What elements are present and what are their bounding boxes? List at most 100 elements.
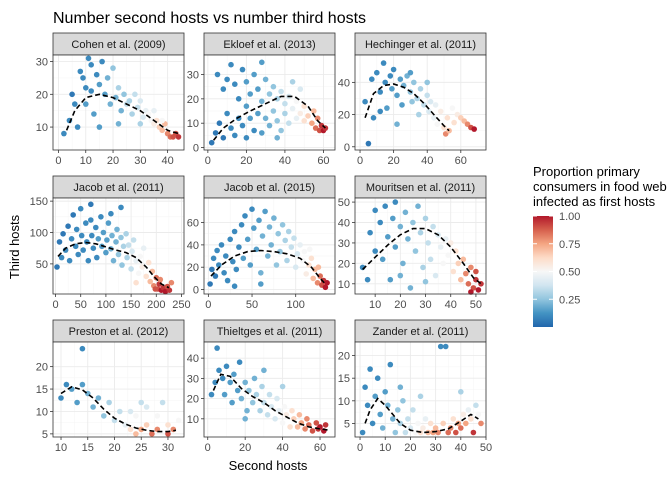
data-point <box>151 107 157 114</box>
data-point <box>422 278 429 285</box>
y-tick-label: 10 <box>338 396 350 408</box>
data-point <box>364 276 371 283</box>
y-tick-label: 20 <box>338 110 350 122</box>
data-point <box>170 426 177 433</box>
y-tick-label: 0 <box>193 143 199 155</box>
data-point <box>132 91 138 98</box>
data-point <box>445 429 452 436</box>
data-point <box>114 226 120 233</box>
panel-jacob-et-al-2015: Jacob et al. (2015) 0 50 100 0 20 40 60 <box>187 175 336 311</box>
data-point <box>244 407 250 414</box>
data-point <box>394 92 400 99</box>
x-tick-label: 10 <box>80 155 92 167</box>
y-tick-label: 20 <box>36 89 48 101</box>
points-hechinger-et-al-2011 <box>362 60 478 147</box>
y-tick-label: 10 <box>36 122 48 134</box>
data-point <box>389 86 395 92</box>
data-point <box>392 199 399 205</box>
data-point <box>272 416 278 422</box>
legend-tick-label: 0.50 <box>559 267 580 279</box>
x-tick-label: 0 <box>357 442 363 454</box>
legend-colorbar <box>533 216 553 327</box>
data-point <box>387 276 394 283</box>
data-point <box>385 234 391 240</box>
data-point <box>450 268 457 275</box>
y-tick-label: 0 <box>344 142 350 154</box>
data-point <box>301 248 308 255</box>
data-point <box>133 257 139 264</box>
data-point <box>262 115 269 122</box>
data-point <box>69 91 75 98</box>
data-point <box>232 81 238 87</box>
data-point <box>90 404 96 410</box>
data-point <box>140 114 146 120</box>
data-point <box>93 71 100 78</box>
data-point <box>224 277 231 284</box>
data-point <box>210 255 217 262</box>
data-point <box>390 215 396 222</box>
data-point <box>96 124 103 130</box>
data-point <box>451 119 457 126</box>
data-point <box>244 236 251 243</box>
data-point <box>377 411 384 418</box>
data-point <box>432 425 439 431</box>
y-tick-label: 20 <box>187 394 199 406</box>
x-tick-label: 100 <box>97 299 115 311</box>
x-tick-label: 0 <box>205 442 211 454</box>
data-point <box>400 260 406 267</box>
data-point <box>317 273 324 279</box>
data-point <box>108 210 114 217</box>
data-point <box>266 391 273 398</box>
data-point <box>89 232 95 239</box>
data-point <box>470 429 477 436</box>
data-point <box>297 110 304 117</box>
x-tick-label: 0 <box>205 299 211 311</box>
data-point <box>138 426 144 433</box>
data-point <box>236 359 243 366</box>
data-point <box>417 393 424 400</box>
data-point <box>214 71 221 78</box>
x-tick-label: 60 <box>317 155 329 167</box>
data-point <box>432 102 439 108</box>
data-point <box>473 268 479 275</box>
data-point <box>91 111 97 117</box>
data-point <box>66 257 73 264</box>
data-point <box>259 233 266 239</box>
data-point <box>265 253 271 259</box>
data-point <box>397 76 404 82</box>
panel-hechinger-et-al-2011: Hechinger et al. (2011) 0 20 40 60 0 20 40 <box>338 32 487 167</box>
x-axis-title: Second hosts <box>229 458 308 473</box>
data-point <box>159 399 166 406</box>
data-point <box>394 121 400 127</box>
data-point <box>239 122 246 129</box>
trend-line-thieltges-et-al-2011 <box>212 373 328 431</box>
data-point <box>268 242 275 248</box>
data-point <box>216 367 222 374</box>
data-point <box>118 234 124 241</box>
data-point <box>313 420 320 426</box>
data-point <box>110 65 116 71</box>
data-point <box>266 91 273 97</box>
y-tick-label: 15 <box>36 384 48 396</box>
data-point <box>302 426 308 432</box>
data-point <box>359 429 366 436</box>
data-point <box>259 59 265 66</box>
plot-area-hechinger-et-al-2011 <box>355 55 486 150</box>
data-point <box>369 420 376 427</box>
data-point <box>362 98 368 105</box>
data-point <box>384 105 390 111</box>
data-point <box>249 399 256 406</box>
data-point <box>109 232 115 239</box>
data-point <box>471 126 478 132</box>
panel-border-preston-et-al-2012 <box>52 341 185 438</box>
data-point <box>70 212 76 218</box>
trend-line-zander-et-al-2011 <box>364 397 479 434</box>
data-point <box>243 103 250 109</box>
data-point <box>228 61 234 68</box>
data-point <box>231 228 238 235</box>
data-point <box>400 398 406 404</box>
data-point <box>231 283 238 290</box>
data-point <box>370 115 377 121</box>
data-point <box>278 88 284 95</box>
